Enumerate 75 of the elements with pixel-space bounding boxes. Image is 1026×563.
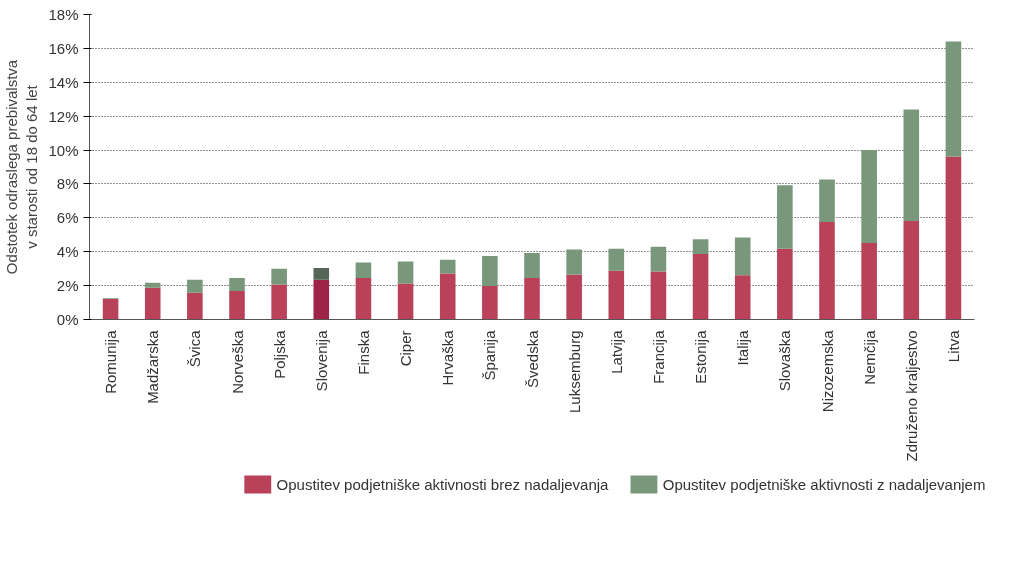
bar <box>566 274 582 320</box>
bar <box>566 249 582 275</box>
bar <box>271 284 287 320</box>
bar <box>187 292 203 320</box>
x-tick-label: Nizozemska <box>818 329 836 413</box>
bar <box>482 286 498 320</box>
bar <box>397 283 414 320</box>
x-tick-label: Združeno kraljestvo <box>902 330 920 462</box>
y-tick-label: 10% <box>48 141 79 159</box>
legend-label: Opustitev podjetniške aktivnosti z nadaljevanjem <box>662 476 986 493</box>
bar <box>397 261 414 284</box>
y-tick-label: 2% <box>56 277 79 295</box>
bar <box>819 179 835 222</box>
bar <box>777 185 793 249</box>
bar <box>734 237 751 276</box>
x-tick-label: Francija <box>649 329 667 384</box>
bar <box>439 273 456 320</box>
bar <box>144 287 161 320</box>
bar <box>945 41 962 157</box>
bar <box>229 277 245 292</box>
y-tick-label: 18% <box>48 6 79 23</box>
bar <box>524 277 540 320</box>
bar <box>355 262 372 278</box>
x-tick-label: Latvija <box>607 329 625 374</box>
bar <box>650 246 667 272</box>
bar <box>692 239 709 255</box>
y-tick-label: 4% <box>56 243 79 261</box>
x-tick-label: Ciper <box>397 330 415 367</box>
bar <box>945 156 962 320</box>
bar <box>903 109 920 221</box>
x-tick-label: Finska <box>354 329 372 375</box>
y-tick-label: 14% <box>48 73 79 91</box>
bar <box>777 248 793 320</box>
x-tick-label: Hrvaška <box>439 329 457 386</box>
x-tick-label: Romunija <box>102 329 120 394</box>
x-tick-label: Švedska <box>523 329 541 389</box>
x-tick-label: Luksemburg <box>565 330 583 414</box>
x-tick-label: Norveška <box>228 329 246 394</box>
bar <box>650 271 667 320</box>
x-tick-label: Švica <box>186 329 204 368</box>
bar <box>102 299 119 320</box>
bar <box>861 243 877 320</box>
bar <box>187 279 203 293</box>
bar <box>608 248 625 271</box>
x-tick-label: Nemčija <box>860 329 878 385</box>
bar <box>903 220 920 320</box>
bar <box>144 282 161 288</box>
bar <box>229 291 245 320</box>
bar <box>692 254 709 320</box>
y-tick-label: 12% <box>48 107 79 125</box>
bar <box>355 277 372 320</box>
bar <box>313 267 330 280</box>
x-tick-label: Slovaška <box>776 329 794 392</box>
bar <box>271 268 287 285</box>
y-tick-label: 16% <box>48 39 79 57</box>
bar <box>482 255 498 287</box>
y-tick-label: 0% <box>56 311 79 328</box>
x-tick-label: Litva <box>944 329 962 363</box>
bar <box>861 150 877 244</box>
bar <box>734 275 751 320</box>
x-tick-label: Španija <box>481 329 499 381</box>
x-tick-label: Italija <box>734 329 752 366</box>
y-tick-label: 6% <box>56 209 79 227</box>
bar <box>608 270 625 320</box>
x-tick-label: Poljska <box>270 329 288 379</box>
legend-label: Opustitev podjetniške aktivnosti brez nadaljevanja <box>276 476 610 493</box>
bar <box>524 252 540 278</box>
x-tick-label: Estonija <box>692 329 710 384</box>
y-tick-label: 8% <box>56 175 79 193</box>
bar <box>313 279 330 320</box>
x-tick-label: Slovenija <box>312 329 330 392</box>
x-tick-label: Madžarska <box>144 329 162 404</box>
bar <box>439 259 456 274</box>
y-axis-title: Odstotek odraslega prebivalstva v starosti od 18 do 64 let <box>3 59 41 275</box>
bar <box>819 221 835 320</box>
